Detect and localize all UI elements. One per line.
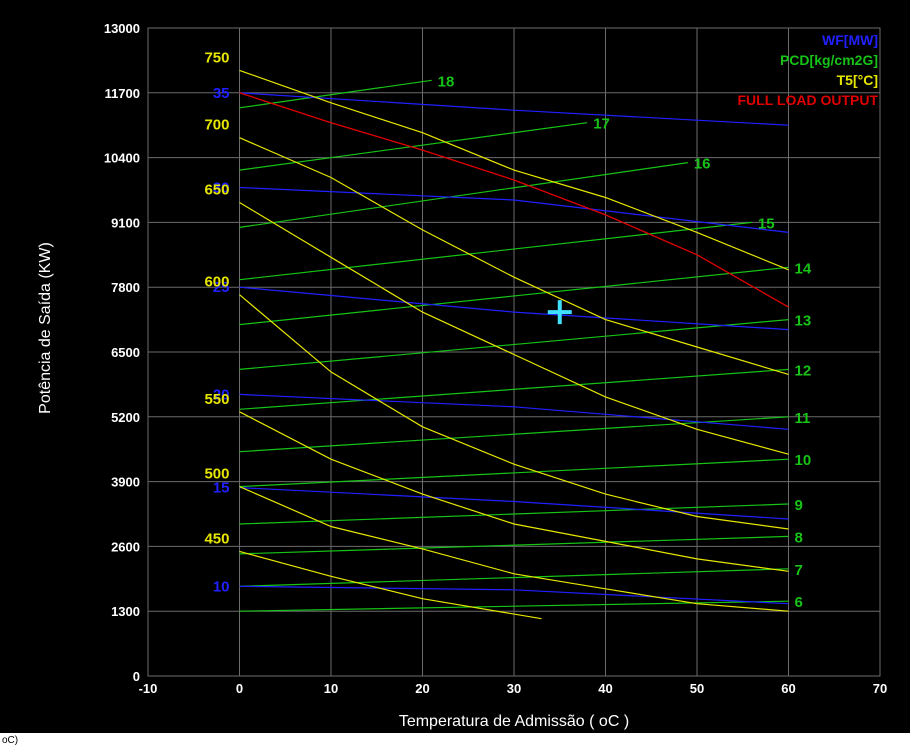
t5-line-600 <box>239 294 789 530</box>
x-tick-label: 30 <box>507 681 521 696</box>
wf-label-15: 15 <box>213 480 230 497</box>
legend-entry: WF[MW] <box>822 32 878 48</box>
pcd-label-17: 17 <box>593 116 610 133</box>
t5-line-700 <box>239 137 789 375</box>
t5-line-550 <box>239 411 789 572</box>
t5-label-600: 600 <box>204 274 229 291</box>
wf-line-10 <box>239 585 789 605</box>
x-tick-label: 50 <box>690 681 704 696</box>
wf-label-10: 10 <box>213 578 230 595</box>
chart-panel: -10 0 10 20 30 40 50 60 70 0 1300 2600 3900 5200 6500… <box>0 0 910 733</box>
x-tick-label: 60 <box>781 681 795 696</box>
t5-line-750 <box>239 69 789 271</box>
y-tick-label: 1300 <box>111 604 140 619</box>
pcd-label-12: 12 <box>795 362 812 379</box>
y-tick-label: 11700 <box>105 86 140 101</box>
wf-line-30 <box>239 186 789 233</box>
pcd-label-14: 14 <box>795 260 812 277</box>
legend-entry: T5[°C] <box>837 72 878 88</box>
x-axis-title: Temperatura de Admissão ( oC ) <box>399 713 629 730</box>
pcd-label-11: 11 <box>795 410 811 427</box>
y-tick-label: 5200 <box>111 410 140 425</box>
wf-label-20: 20 <box>213 386 230 403</box>
y-tick-label: 13000 <box>104 21 140 36</box>
x-tick-label: 20 <box>415 681 429 696</box>
pcd-line-13 <box>239 319 789 370</box>
wf-line-15 <box>239 487 789 520</box>
y-tick-label: 3900 <box>111 475 140 490</box>
t5-label-450: 450 <box>204 530 229 547</box>
pcd-line-10 <box>239 458 789 488</box>
legend: WF[MW] PCD[kg/cm2G] T5[°C] FULL LOAD OUTPUT <box>737 32 878 108</box>
t5-label-750: 750 <box>204 49 229 66</box>
pcd-line-8 <box>239 535 789 555</box>
wf-label-30: 30 <box>213 180 230 197</box>
x-axis-ticks: -10 0 10 20 30 40 50 60 70 <box>139 681 888 696</box>
t5-label-500: 500 <box>204 466 229 483</box>
pcd-label-16: 16 <box>694 156 711 173</box>
pcd-label-18: 18 <box>438 73 455 90</box>
x-tick-label: 10 <box>324 681 338 696</box>
legend-entry: FULL LOAD OUTPUT <box>737 92 878 108</box>
t5-line-450 <box>239 550 542 620</box>
y-tick-label: 10400 <box>104 151 140 166</box>
pcd-line-6 <box>239 600 789 612</box>
series-labels: 6 7 8 9 10 11 12 13 14 15 16 17 18 10 15 20 25 30 35 450 500… <box>204 49 811 611</box>
series-lines <box>239 69 789 620</box>
pcd-label-15: 15 <box>758 215 775 232</box>
pcd-label-6: 6 <box>795 594 803 611</box>
pcd-line-11 <box>239 416 789 453</box>
pcd-line-17 <box>239 122 588 171</box>
x-tick-label: 40 <box>598 681 612 696</box>
grid <box>147 27 881 677</box>
t5-label-650: 650 <box>204 181 229 198</box>
pcd-line-9 <box>239 503 789 525</box>
y-tick-label: 2600 <box>111 539 140 554</box>
pcd-line-15 <box>239 221 752 281</box>
wf-label-25: 25 <box>213 279 230 296</box>
pcd-line-7 <box>239 568 789 587</box>
t5-line-500 <box>239 486 789 612</box>
pcd-label-7: 7 <box>795 562 803 579</box>
chart-svg: -10 0 10 20 30 40 50 60 70 013002600390052006500… <box>37 21 888 730</box>
x-tick-label: 70 <box>873 681 887 696</box>
t5-line-650 <box>239 201 789 455</box>
cursor-marker <box>547 300 572 325</box>
y-axis-ticks: 0 1300 2600 3900 5200 6500 7800 9100 10400 11700 1… <box>104 21 140 684</box>
legend-entry: PCD[kg/cm2G] <box>780 52 878 68</box>
y-tick-label: 7800 <box>111 280 140 295</box>
y-tick-label: 0 <box>133 669 140 684</box>
pcd-label-9: 9 <box>795 497 803 514</box>
x-tick-label: -10 <box>139 681 158 696</box>
y-tick-label: 9100 <box>111 215 140 230</box>
pcd-label-10: 10 <box>795 452 812 469</box>
wf-label-35: 35 <box>213 85 230 102</box>
pcd-line-12 <box>239 368 789 410</box>
corner-text: oC) <box>2 735 19 746</box>
wf-line-35 <box>239 92 789 126</box>
y-tick-label: 6500 <box>111 345 140 360</box>
t5-label-550: 550 <box>204 391 229 408</box>
pcd-line-16 <box>239 162 688 228</box>
x-tick-label: 0 <box>236 681 243 696</box>
t5-label-700: 700 <box>204 117 229 134</box>
pcd-label-13: 13 <box>795 313 812 330</box>
wf-line-25 <box>239 286 789 331</box>
full-load-output-line <box>239 92 789 308</box>
y-axis-title: Potência de Saída (KW) <box>37 242 54 414</box>
wf-line-20 <box>239 393 789 430</box>
pcd-label-8: 8 <box>795 529 803 546</box>
pcd-line-14 <box>239 266 789 326</box>
